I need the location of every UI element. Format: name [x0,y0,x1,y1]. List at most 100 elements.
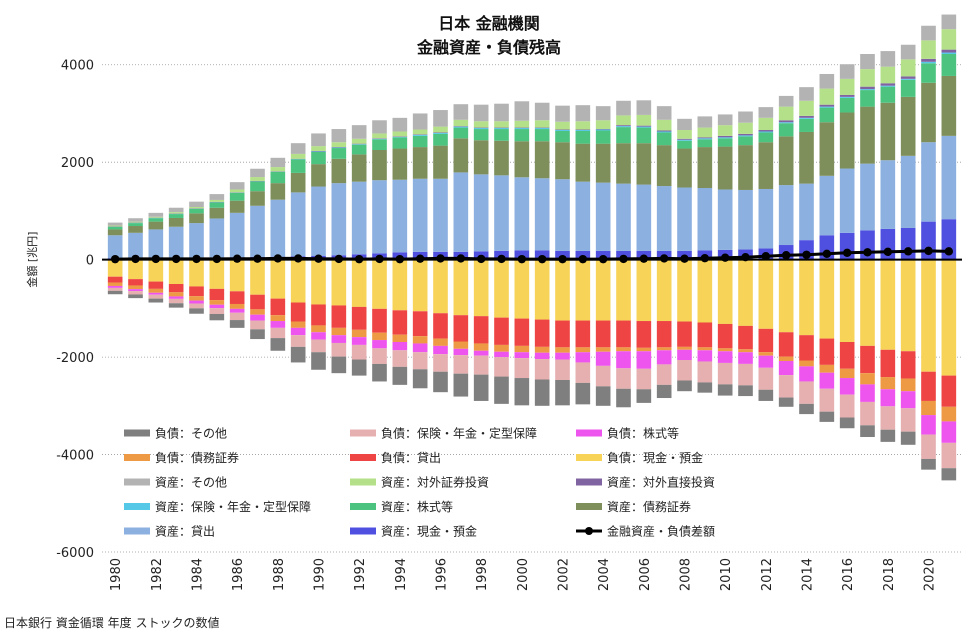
asset-bar-segment [575,105,591,122]
asset-bar-segment [412,135,428,148]
liability-bar-segment [900,391,916,409]
asset-bar-segment [250,205,265,257]
asset-bar-segment [331,183,347,256]
asset-bar-segment [148,218,164,222]
asset-bar-segment [290,172,306,193]
asset-bar-segment [819,73,835,89]
asset-bar-segment [900,59,916,77]
liability-bar-segment [534,346,550,353]
asset-bar-segment [209,218,225,258]
liability-bar-segment [839,394,855,418]
liability-bar-segment [799,335,814,361]
asset-bar-segment [250,191,265,206]
liability-bar-segment [209,313,225,321]
x-tick-label: 1992 [353,558,368,591]
liability-bar-segment [677,321,692,347]
net-point [354,254,364,264]
asset-bar-segment [270,183,286,200]
asset-bar-segment [331,142,347,148]
asset-bar-segment [270,167,286,172]
liability-bar-segment [209,304,225,309]
liability-bar-segment [148,298,164,303]
liability-bar-segment [494,259,509,318]
asset-bar-segment [473,121,489,128]
asset-bar-segment [799,118,814,132]
liability-bar-segment [921,458,936,470]
liability-bar-segment [229,312,245,321]
liability-bar-segment [351,329,367,338]
liability-bar-segment [819,388,835,412]
liability-bar-segment [290,335,306,347]
legend-swatch [576,478,602,486]
net-point [334,254,344,264]
legend-label: 負債：債務証券 [155,450,239,465]
net-point [802,250,811,259]
asset-bar-segment [453,104,469,120]
legend-swatch [350,503,376,510]
liability-bar-segment [128,289,143,292]
liability-bar-segment [412,259,428,312]
net-point [171,254,181,264]
liability-bar-segment [819,411,835,422]
asset-bar-segment [107,225,123,227]
legend-swatch [124,478,150,486]
liability-bar-segment [799,403,814,415]
liability-bar-segment [656,347,672,351]
asset-bar-segment [575,130,591,144]
asset-bar-segment [168,214,184,218]
liability-bar-segment [433,345,448,355]
x-tick-label: 1994 [394,558,409,591]
liability-bar-segment [494,376,509,404]
liability-bar-segment [778,375,794,398]
liability-bar-segment [921,434,936,459]
liability-bar-segment [412,311,428,337]
asset-bar-segment [433,110,448,127]
net-point [558,254,567,264]
liability-bar-segment [758,355,774,368]
asset-bar-segment [799,87,814,101]
liability-bar-segment [656,321,672,348]
liability-bar-segment [168,296,184,299]
legend-label: 金融資産・負債差額 [607,524,715,539]
liability-bar-segment [514,345,530,353]
net-point [903,247,913,256]
asset-bar-segment [595,182,611,251]
liability-bar-segment [717,348,733,352]
asset-bar-segment [717,146,733,190]
liability-bar-segment [900,431,916,445]
liability-bar-segment [534,352,550,360]
liability-bar-segment [819,338,835,365]
asset-bar-segment [697,138,713,140]
asset-bar-segment [412,129,428,135]
liability-bar-segment [473,355,489,375]
asset-bar-segment [392,137,408,149]
liability-bar-segment [372,259,387,309]
asset-bar-segment [148,221,164,230]
liability-bar-segment [677,349,692,361]
liability-bar-segment [433,371,448,393]
liability-bar-segment [534,379,550,406]
legend-swatch [124,527,150,535]
liability-bar-segment [229,291,245,304]
asset-bar-segment [494,128,509,130]
asset-bar-segment [453,127,469,139]
liability-bar-segment [555,320,570,348]
liability-bar-segment [351,344,367,360]
liability-bar-segment [819,259,835,339]
liability-bar-segment [128,285,143,290]
liability-bar-segment [758,389,774,401]
liability-bar-segment [392,350,408,367]
liability-bar-segment [839,378,855,395]
asset-bar-segment [921,142,936,222]
asset-bar-segment [738,122,753,134]
liability-bar-segment [900,259,916,352]
liability-bar-segment [636,259,652,322]
liability-bar-segment [860,259,875,346]
liability-bar-segment [453,259,469,316]
liability-bar-segment [595,386,611,406]
liability-bar-segment [758,259,774,329]
liability-bar-segment [372,332,387,341]
asset-bar-segment [392,117,408,132]
asset-bar-segment [412,113,428,130]
liability-bar-segment [778,397,794,407]
